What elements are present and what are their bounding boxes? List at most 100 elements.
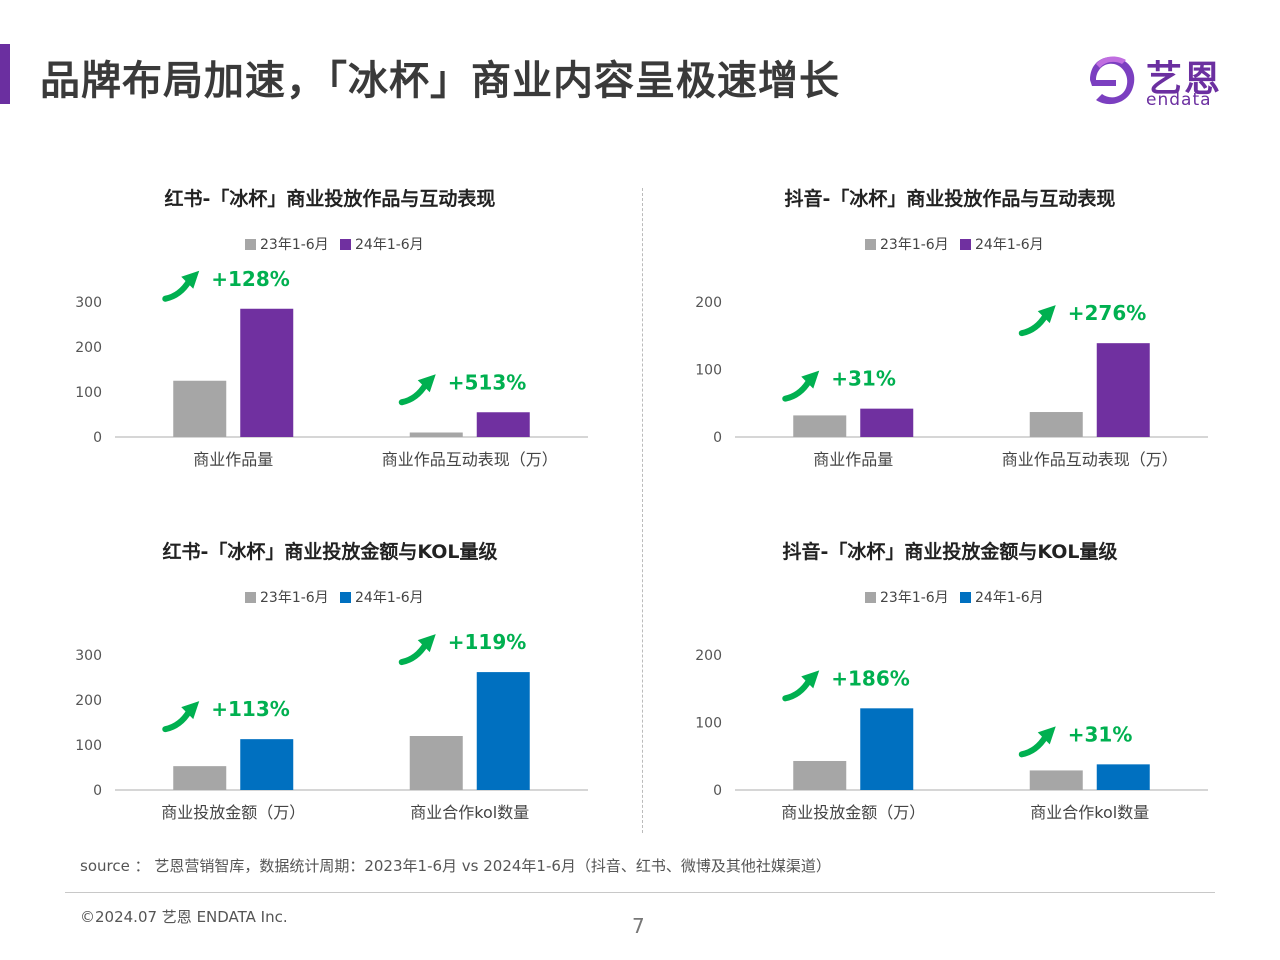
x-category-label: 商业投放金额（万）: [161, 803, 305, 822]
growth-arrow-head: [181, 701, 200, 720]
y-tick-label: 100: [75, 738, 102, 754]
growth-arrow-head: [801, 670, 820, 689]
y-tick-label: 200: [75, 340, 102, 356]
chart-douyin-works: 抖音-「冰杯」商业投放作品与互动表现 23年1-6月 24年1-6月 0 100 200 商…: [695, 187, 1208, 469]
y-tick-label: 200: [695, 295, 722, 311]
bar-curr: [1096, 764, 1150, 790]
logo-text: 艺恩: [1146, 59, 1223, 100]
legend-swatch: [340, 239, 351, 250]
bar-curr: [1096, 343, 1150, 437]
bar-prev: [793, 415, 847, 437]
legend-swatch: [960, 592, 971, 603]
bar-curr: [240, 308, 294, 437]
bar-prev: [409, 736, 463, 790]
bar-prev: [173, 380, 227, 437]
bar-prev: [1029, 412, 1083, 437]
growth-arrow-head: [417, 634, 436, 653]
legend-label: 23年1-6月: [880, 590, 949, 606]
legend-label: 24年1-6月: [975, 590, 1044, 606]
x-category-label: 商业合作kol数量: [410, 803, 529, 822]
endata-logo-icon: [1090, 56, 1135, 105]
growth-label: +513%: [448, 370, 527, 394]
bar-prev: [173, 766, 227, 790]
growth-arrow-icon: [398, 634, 436, 666]
growth-arrow-head: [1037, 305, 1056, 324]
x-category-label: 商业作品量: [193, 450, 273, 469]
growth-label: +31%: [1068, 722, 1133, 746]
x-category-label: 商业作品量: [813, 450, 893, 469]
growth-arrow-icon: [162, 270, 200, 302]
chart-title: 红书-「冰杯」商业投放金额与KOL量级: [162, 540, 497, 563]
growth-arrow-shaft: [1018, 733, 1049, 758]
legend-swatch: [865, 592, 876, 603]
growth-label: +186%: [831, 666, 910, 690]
chart-redbook-works: 红书-「冰杯」商业投放作品与互动表现 23年1-6月 24年1-6月 0 100 200 3…: [75, 187, 588, 469]
growth-arrow-head: [417, 374, 436, 393]
growth-arrow-shaft: [398, 641, 429, 666]
growth-arrow-shaft: [398, 381, 429, 406]
y-tick-label: 0: [93, 783, 102, 799]
legend-label: 24年1-6月: [355, 237, 424, 253]
copyright: ©2024.07 艺恩 ENDATA Inc.: [80, 908, 288, 926]
growth-label: +31%: [831, 367, 896, 391]
y-tick-label: 200: [75, 693, 102, 709]
chart-redbook-spend: 红书-「冰杯」商业投放金额与KOL量级 23年1-6月 24年1-6月 0 100 200…: [75, 540, 588, 822]
growth-arrow-head: [801, 370, 820, 389]
legend-label: 23年1-6月: [880, 237, 949, 253]
growth-label: +119%: [448, 630, 527, 654]
bar-prev: [1029, 770, 1083, 790]
bar-prev: [793, 760, 847, 790]
x-category-label: 商业作品互动表现（万）: [382, 450, 558, 469]
growth-arrow-shaft: [162, 277, 193, 302]
growth-arrow-icon: [1018, 305, 1056, 337]
y-tick-label: 200: [695, 648, 722, 664]
legend-label: 24年1-6月: [355, 590, 424, 606]
logo-subtext: endata: [1146, 90, 1212, 110]
bar-curr: [240, 739, 294, 790]
y-tick-label: 0: [713, 783, 722, 799]
bar-curr: [860, 708, 914, 790]
growth-arrow-head: [1037, 726, 1056, 745]
y-tick-label: 0: [713, 430, 722, 446]
legend-label: 23年1-6月: [260, 237, 329, 253]
chart-douyin-spend: 抖音-「冰杯」商业投放金额与KOL量级 23年1-6月 24年1-6月 0 100 200…: [695, 540, 1208, 822]
title-accent-bar: [0, 44, 10, 104]
y-tick-label: 100: [75, 385, 102, 401]
y-tick-label: 100: [695, 363, 722, 379]
bar-curr: [476, 412, 530, 437]
x-category-label: 商业投放金额（万）: [781, 803, 925, 822]
bar-prev: [409, 432, 463, 437]
bar-curr: [860, 408, 914, 437]
x-category-label: 商业作品互动表现（万）: [1002, 450, 1178, 469]
growth-arrow-icon: [398, 374, 436, 406]
growth-label: +276%: [1068, 301, 1147, 325]
legend-label: 23年1-6月: [260, 590, 329, 606]
legend-swatch: [245, 592, 256, 603]
growth-arrow-icon: [1018, 726, 1056, 758]
page-number: 7: [632, 914, 645, 938]
chart-title: 红书-「冰杯」商业投放作品与互动表现: [165, 187, 496, 210]
y-tick-label: 0: [93, 430, 102, 446]
legend-swatch: [960, 239, 971, 250]
growth-arrow-shaft: [162, 708, 193, 733]
growth-arrow-shaft: [782, 377, 813, 402]
legend-swatch: [340, 592, 351, 603]
legend-label: 24年1-6月: [975, 237, 1044, 253]
bar-curr: [476, 672, 530, 790]
y-tick-label: 300: [75, 295, 102, 311]
growth-label: +113%: [211, 697, 290, 721]
x-category-label: 商业合作kol数量: [1030, 803, 1149, 822]
growth-arrow-icon: [782, 670, 820, 702]
y-tick-label: 100: [695, 716, 722, 732]
growth-arrow-shaft: [1018, 312, 1049, 337]
legend-swatch: [245, 239, 256, 250]
growth-arrow-icon: [782, 370, 820, 402]
chart-title: 抖音-「冰杯」商业投放金额与KOL量级: [782, 540, 1117, 563]
growth-arrow-head: [181, 270, 200, 289]
growth-label: +128%: [211, 267, 290, 291]
source-note: source ： 艺恩营销智库，数据统计周期：2023年1-6月 vs 2024…: [80, 857, 831, 875]
growth-arrow-icon: [162, 701, 200, 733]
page-title: 品牌布局加速，「冰杯」商业内容呈极速增长: [40, 58, 840, 104]
chart-title: 抖音-「冰杯」商业投放作品与互动表现: [785, 187, 1116, 210]
footer-divider: [65, 892, 1215, 893]
